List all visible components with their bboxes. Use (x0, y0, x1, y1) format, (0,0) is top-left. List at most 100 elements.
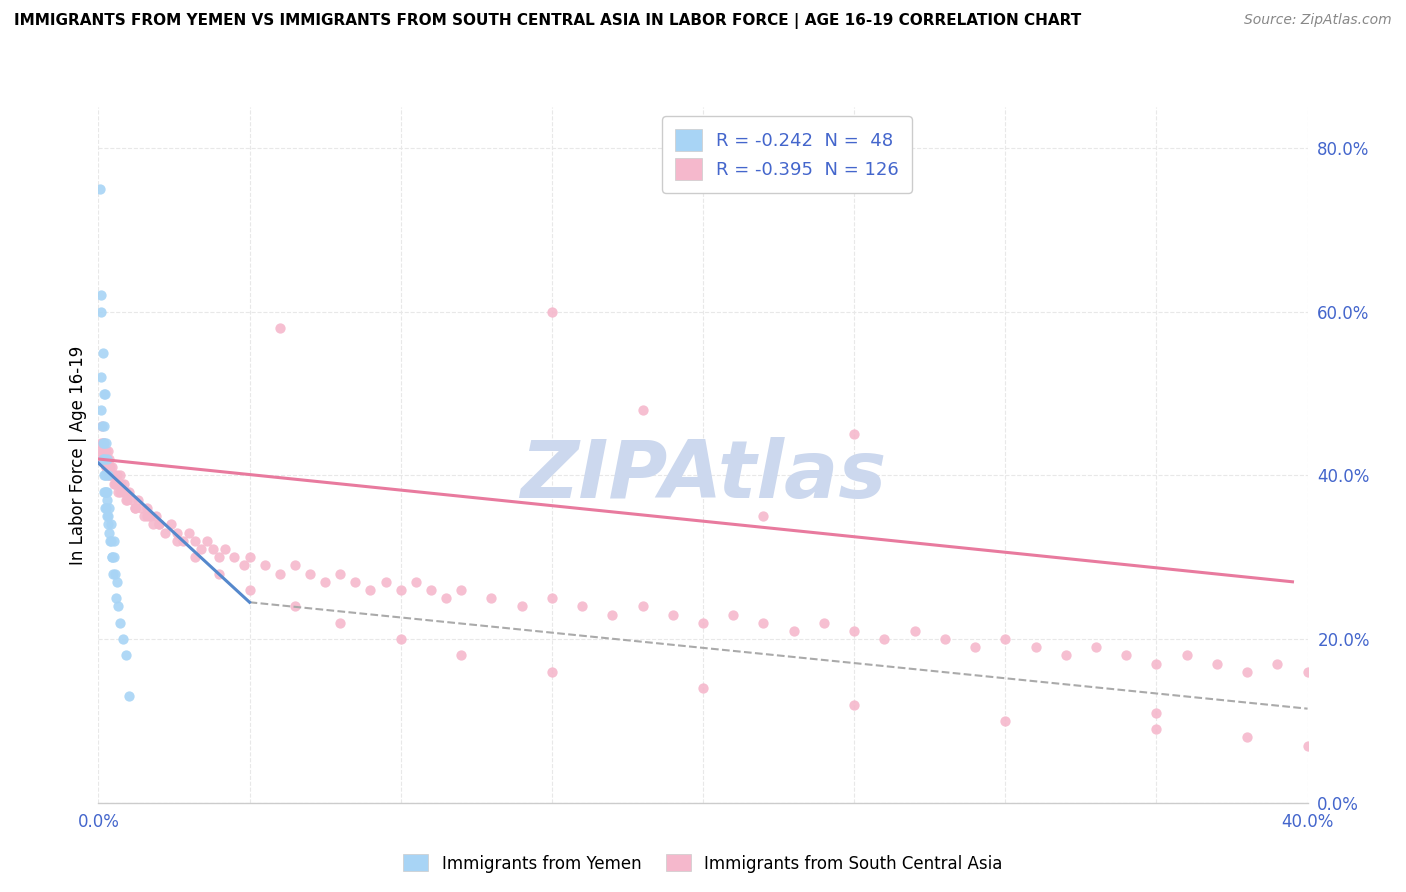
Point (91, 452, 114, 467)
Point (661, 607, 683, 622)
Point (329, 566, 352, 581)
Point (114, 484, 136, 499)
Point (110, 476, 132, 491)
Point (93, 435, 115, 450)
Point (873, 632, 896, 646)
Point (97, 468, 120, 483)
Point (93, 484, 115, 499)
Point (101, 550, 124, 565)
Point (284, 599, 307, 614)
Point (96, 452, 118, 467)
Point (184, 533, 207, 548)
Point (481, 591, 503, 606)
Point (224, 550, 246, 565)
Point (118, 484, 141, 499)
Point (1144, 706, 1167, 720)
Point (571, 599, 593, 614)
Point (90, 435, 112, 450)
Point (299, 566, 322, 581)
Point (1265, 657, 1288, 671)
Point (965, 640, 987, 655)
Point (166, 525, 188, 540)
Point (782, 624, 804, 638)
Point (450, 582, 472, 597)
Point (108, 615, 131, 630)
Point (93, 452, 115, 467)
Point (104, 591, 127, 606)
Point (148, 517, 170, 532)
Point (1236, 731, 1258, 745)
Point (844, 427, 866, 442)
Point (94, 435, 117, 450)
Point (329, 615, 352, 630)
Point (721, 607, 744, 622)
Point (314, 574, 336, 589)
Point (904, 624, 927, 638)
Point (114, 648, 136, 663)
Point (389, 632, 412, 646)
Point (91, 419, 114, 434)
Point (1206, 657, 1229, 671)
Point (100, 550, 122, 565)
Point (90, 452, 112, 467)
Point (94, 386, 117, 401)
Point (93, 435, 115, 450)
Point (232, 558, 254, 573)
Point (97, 443, 120, 458)
Point (90, 288, 112, 302)
Point (1144, 722, 1167, 736)
Point (1296, 665, 1319, 679)
Point (172, 533, 194, 548)
Point (214, 542, 236, 557)
Text: IMMIGRANTS FROM YEMEN VS IMMIGRANTS FROM SOUTH CENTRAL ASIA IN LABOR FORCE | AGE: IMMIGRANTS FROM YEMEN VS IMMIGRANTS FROM… (14, 13, 1081, 29)
Point (166, 533, 188, 548)
Point (96, 509, 118, 524)
Point (96, 484, 118, 499)
Point (139, 509, 162, 524)
Point (1144, 657, 1167, 671)
Text: Source: ZipAtlas.com: Source: ZipAtlas.com (1244, 13, 1392, 28)
Point (344, 574, 367, 589)
Point (94, 484, 117, 499)
Point (111, 484, 134, 499)
Point (114, 492, 136, 507)
Point (94, 468, 117, 483)
Point (94, 443, 117, 458)
Point (631, 403, 654, 417)
Point (91, 435, 114, 450)
Point (108, 468, 131, 483)
Point (96, 452, 118, 467)
Point (177, 525, 201, 540)
Point (112, 476, 135, 491)
Point (98, 501, 121, 516)
Point (91, 345, 114, 359)
Point (752, 509, 775, 524)
Point (108, 484, 131, 499)
Point (994, 714, 1017, 728)
Text: ZIPAtlas: ZIPAtlas (520, 437, 886, 515)
Legend: Immigrants from Yemen, Immigrants from South Central Asia: Immigrants from Yemen, Immigrants from S… (396, 847, 1010, 880)
Point (1115, 648, 1137, 663)
Point (97, 509, 120, 524)
Point (135, 501, 157, 516)
Point (190, 542, 212, 557)
Point (90, 304, 112, 318)
Point (434, 591, 457, 606)
Point (145, 509, 167, 524)
Point (105, 468, 128, 483)
Point (98, 533, 121, 548)
Point (111, 632, 134, 646)
Point (132, 509, 155, 524)
Point (148, 517, 170, 532)
Point (98, 460, 121, 475)
Point (104, 566, 127, 581)
Point (89, 182, 111, 196)
Point (107, 484, 129, 499)
Point (692, 615, 714, 630)
Point (135, 509, 157, 524)
Point (101, 460, 124, 475)
Legend: R = -0.242  N =  48, R = -0.395  N = 126: R = -0.242 N = 48, R = -0.395 N = 126 (662, 116, 911, 193)
Point (94, 484, 117, 499)
Point (103, 468, 125, 483)
Point (91, 435, 114, 450)
